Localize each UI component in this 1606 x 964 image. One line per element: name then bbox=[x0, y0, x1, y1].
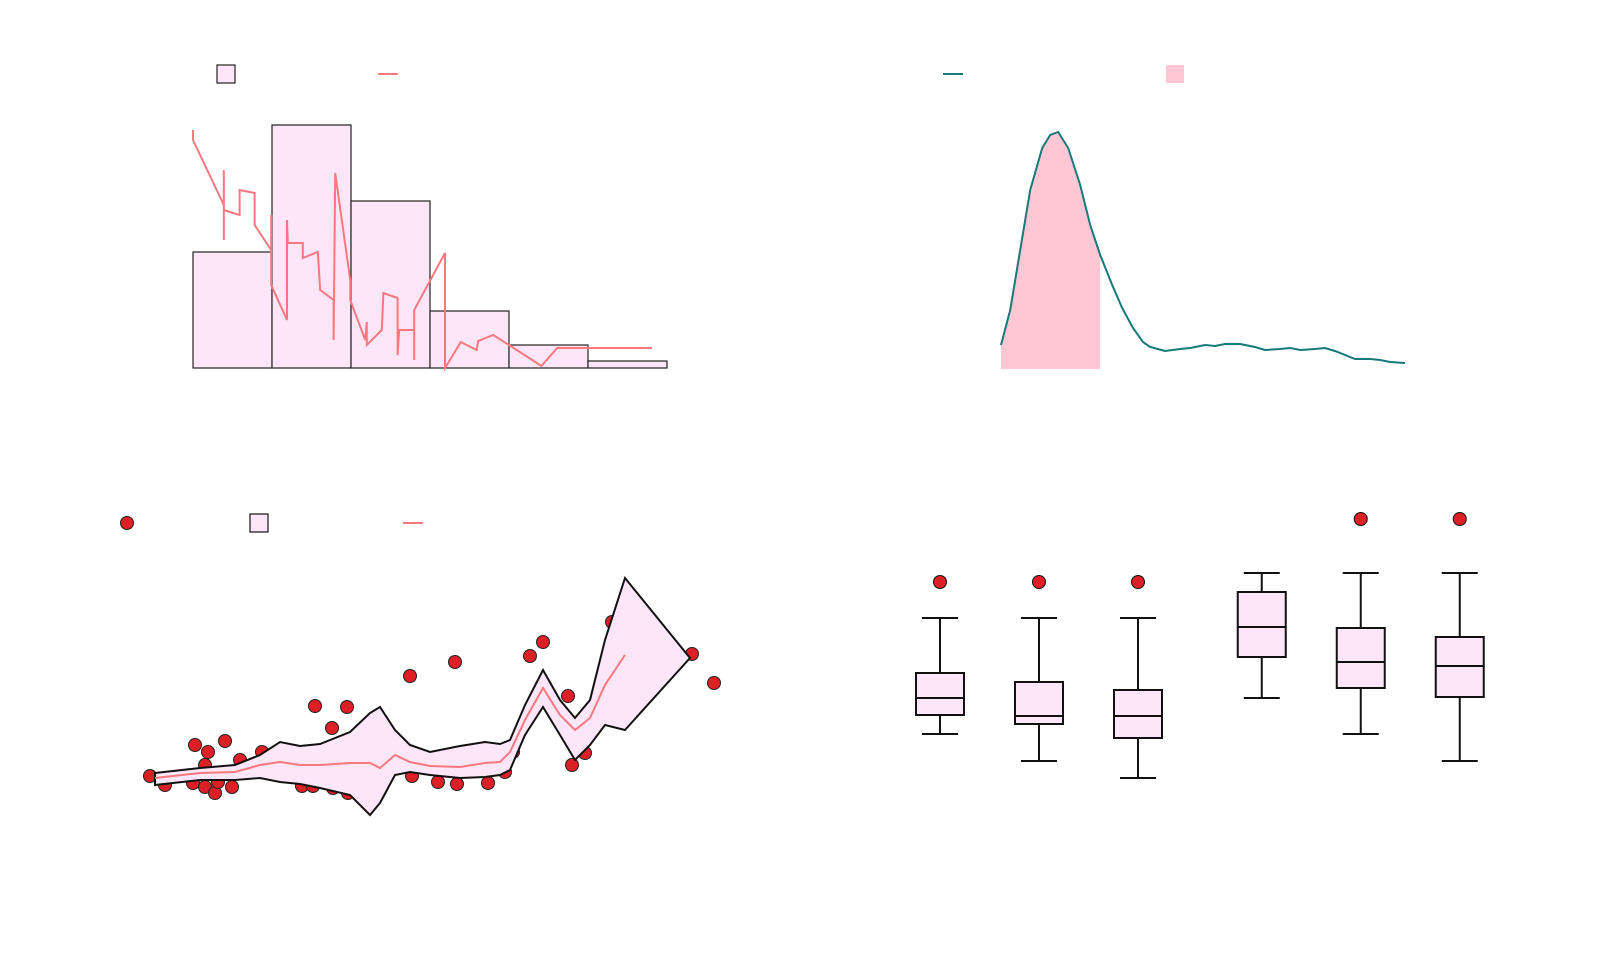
scatter-point bbox=[450, 777, 464, 791]
histogram-bar bbox=[350, 200, 431, 369]
legend-marker bbox=[216, 64, 236, 84]
flier bbox=[1353, 512, 1368, 526]
legend-marker bbox=[120, 516, 134, 530]
box bbox=[915, 672, 965, 716]
scatter-point bbox=[308, 699, 322, 713]
scatter-point bbox=[225, 780, 239, 794]
scatter-point bbox=[431, 775, 445, 789]
scatter-point bbox=[707, 676, 721, 690]
shaded-area bbox=[1001, 132, 1101, 369]
density-line bbox=[1000, 130, 1406, 364]
scatter-point bbox=[448, 655, 462, 669]
flier bbox=[1032, 575, 1046, 589]
histogram-bar bbox=[429, 310, 510, 369]
flier bbox=[1452, 512, 1467, 526]
mean-line bbox=[154, 654, 626, 779]
scatter-point bbox=[561, 689, 575, 703]
scatter-point bbox=[340, 700, 354, 714]
scatter-point bbox=[188, 738, 202, 752]
scatter-point bbox=[523, 649, 537, 663]
scatter-point bbox=[218, 734, 232, 748]
histogram-bar bbox=[587, 360, 668, 369]
flier bbox=[1131, 575, 1145, 589]
scatter-point bbox=[481, 776, 495, 790]
legend-marker bbox=[249, 513, 269, 533]
scatter-point bbox=[325, 721, 339, 735]
scatter-point bbox=[403, 669, 417, 683]
histogram-bar bbox=[192, 251, 273, 369]
box bbox=[1113, 689, 1163, 739]
confidence-band bbox=[154, 575, 692, 817]
box bbox=[1335, 627, 1386, 689]
scatter-point bbox=[201, 745, 215, 759]
histogram-bar bbox=[271, 124, 352, 369]
box bbox=[1236, 591, 1287, 658]
legend-marker bbox=[1166, 65, 1184, 83]
scatter-point bbox=[536, 635, 550, 649]
box bbox=[1014, 681, 1064, 725]
flier bbox=[933, 575, 947, 589]
scatter-point bbox=[565, 758, 579, 772]
line bbox=[192, 130, 652, 372]
